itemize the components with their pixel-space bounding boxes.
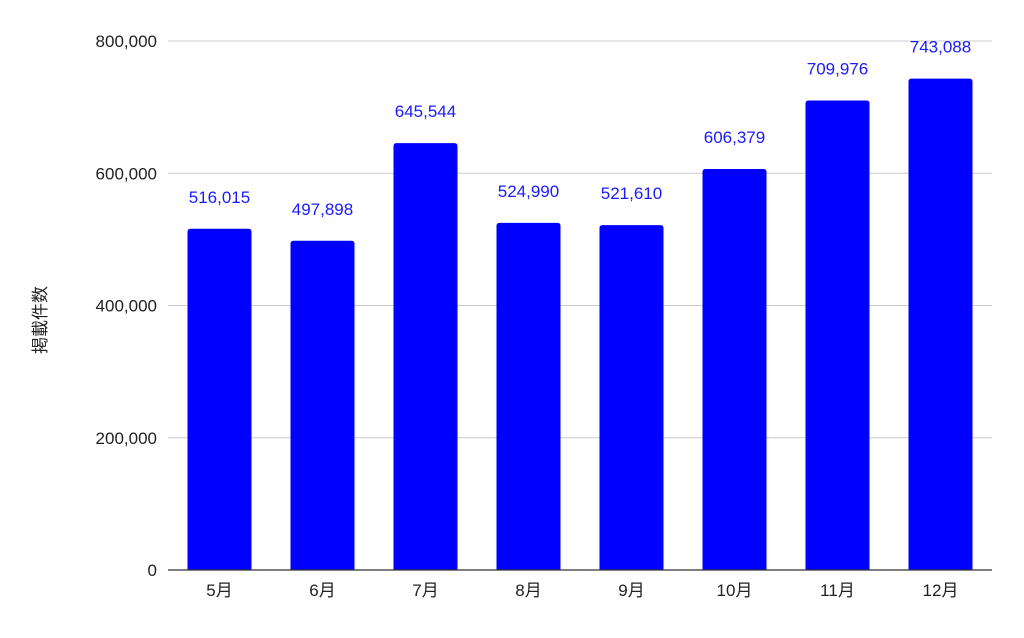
bar xyxy=(805,100,870,570)
data-label: 521,610 xyxy=(601,184,662,203)
bar xyxy=(702,169,767,570)
x-tick-label: 12月 xyxy=(923,581,959,600)
data-label: 709,976 xyxy=(807,60,868,79)
data-label: 743,088 xyxy=(910,38,971,57)
bar xyxy=(290,240,355,570)
y-tick-label: 800,000 xyxy=(96,32,157,51)
bar xyxy=(187,228,252,570)
data-label: 497,898 xyxy=(292,200,353,219)
y-tick-label: 400,000 xyxy=(96,297,157,316)
data-label: 516,015 xyxy=(189,188,250,207)
bar xyxy=(599,225,664,570)
x-tick-label: 10月 xyxy=(717,581,753,600)
y-tick-label: 200,000 xyxy=(96,429,157,448)
y-tick-label: 600,000 xyxy=(96,164,157,183)
data-label: 606,379 xyxy=(704,128,765,147)
data-label: 645,544 xyxy=(395,102,456,121)
x-tick-label: 6月 xyxy=(309,581,335,600)
bar xyxy=(393,143,458,570)
data-label: 524,990 xyxy=(498,182,559,201)
x-tick-label: 5月 xyxy=(206,581,232,600)
bar xyxy=(908,78,973,570)
x-tick-label: 9月 xyxy=(618,581,644,600)
x-tick-label: 8月 xyxy=(515,581,541,600)
bar xyxy=(496,222,561,571)
y-axis-label: 掲載件数 xyxy=(31,286,50,354)
x-tick-label: 7月 xyxy=(412,581,438,600)
y-tick-label: 0 xyxy=(148,561,157,580)
x-tick-label: 11月 xyxy=(820,581,855,600)
